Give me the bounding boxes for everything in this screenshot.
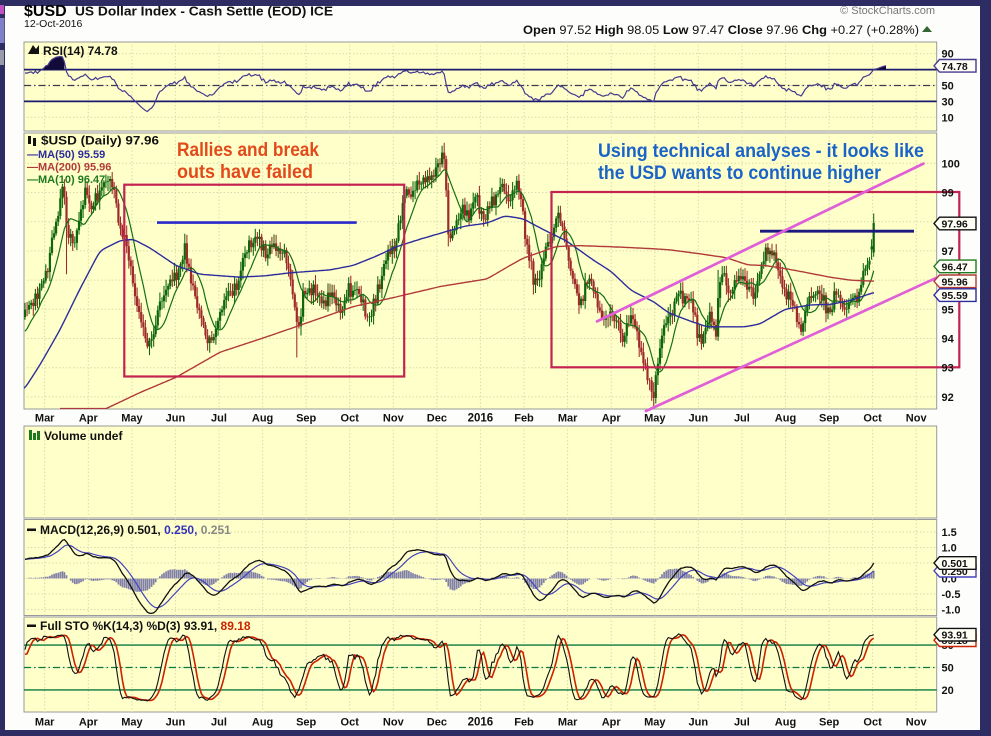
- svg-text:30: 30: [942, 96, 954, 108]
- svg-text:93.91: 93.91: [942, 630, 968, 642]
- svg-text:Jun: Jun: [166, 717, 186, 729]
- svg-text:Jul: Jul: [211, 717, 227, 729]
- svg-text:96.47: 96.47: [942, 261, 968, 273]
- svg-text:$USD (Daily) 97.96: $USD (Daily) 97.96: [41, 134, 159, 148]
- svg-text:2016: 2016: [468, 717, 494, 729]
- svg-text:-1.0: -1.0: [942, 605, 961, 617]
- svg-text:Oct: Oct: [863, 717, 882, 729]
- svg-text:Oct: Oct: [341, 717, 360, 729]
- svg-text:Aug: Aug: [775, 717, 796, 729]
- svg-text:Using technical analyses - it: Using technical analyses - it looks like: [598, 140, 924, 162]
- svg-text:Nov: Nov: [906, 717, 928, 729]
- svg-text:Nov: Nov: [906, 413, 928, 425]
- svg-text:Apr: Apr: [79, 413, 99, 425]
- svg-text:Mar: Mar: [558, 717, 578, 729]
- svg-text:Oct: Oct: [863, 413, 882, 425]
- svg-text:US Dollar Index - Cash Settle: US Dollar Index - Cash Settle (EOD) ICE: [75, 5, 333, 19]
- svg-text:1.5: 1.5: [942, 527, 957, 539]
- svg-text:outs have failed: outs have failed: [177, 161, 313, 183]
- svg-text:Open 97.52 High 98.05 Low 97.4: Open 97.52 High 98.05 Low 97.47 Close 97…: [523, 25, 919, 37]
- svg-text:Jul: Jul: [734, 717, 750, 729]
- svg-text:Sep: Sep: [819, 413, 839, 425]
- svg-text:95.59: 95.59: [942, 290, 968, 302]
- svg-text:Volume undef: Volume undef: [44, 429, 123, 443]
- svg-text:Jun: Jun: [689, 413, 709, 425]
- svg-text:97: 97: [942, 246, 954, 258]
- svg-text:50: 50: [942, 663, 954, 675]
- svg-text:Feb: Feb: [514, 413, 534, 425]
- svg-text:$USD: $USD: [24, 3, 67, 20]
- svg-text:Rallies and break: Rallies and break: [177, 139, 319, 161]
- svg-text:© StockCharts.com: © StockCharts.com: [840, 5, 935, 17]
- svg-text:Apr: Apr: [602, 717, 622, 729]
- svg-text:Nov: Nov: [383, 413, 405, 425]
- svg-text:Feb: Feb: [514, 717, 534, 729]
- svg-text:Jul: Jul: [734, 413, 750, 425]
- svg-text:Apr: Apr: [602, 413, 622, 425]
- svg-text:95.96: 95.96: [942, 276, 968, 288]
- svg-text:92: 92: [942, 392, 954, 404]
- svg-text:Aug: Aug: [252, 717, 273, 729]
- svg-text:Aug: Aug: [775, 413, 796, 425]
- svg-text:97.96: 97.96: [942, 219, 968, 231]
- svg-text:Nov: Nov: [383, 717, 405, 729]
- svg-text:—MA(200) 95.96: —MA(200) 95.96: [27, 162, 111, 174]
- svg-text:94: 94: [942, 334, 955, 346]
- svg-text:Mar: Mar: [35, 717, 55, 729]
- svg-text:-0.5: -0.5: [942, 589, 961, 601]
- svg-text:2016: 2016: [468, 413, 494, 425]
- svg-text:May: May: [121, 413, 143, 425]
- svg-text:May: May: [121, 717, 143, 729]
- svg-text:Sep: Sep: [296, 413, 316, 425]
- svg-text:—MA(10) 96.47: —MA(10) 96.47: [27, 174, 105, 186]
- svg-text:74.78: 74.78: [942, 61, 968, 73]
- svg-text:Oct: Oct: [341, 413, 360, 425]
- svg-text:May: May: [644, 717, 666, 729]
- svg-text:Full STO %K(14,3) %D(3) 93.91,: Full STO %K(14,3) %D(3) 93.91, 89.18: [40, 619, 251, 633]
- svg-text:1.0: 1.0: [942, 543, 957, 555]
- svg-text:Apr: Apr: [79, 717, 99, 729]
- svg-text:Aug: Aug: [252, 413, 273, 425]
- svg-text:93: 93: [942, 363, 954, 375]
- svg-text:Jul: Jul: [211, 413, 227, 425]
- svg-text:95: 95: [942, 304, 954, 316]
- svg-text:MACD(12,26,9) 0.501, 0.250, 0.: MACD(12,26,9) 0.501, 0.250, 0.251: [40, 523, 231, 537]
- svg-text:Sep: Sep: [819, 717, 839, 729]
- svg-text:0.501: 0.501: [942, 558, 968, 570]
- svg-text:Dec: Dec: [427, 413, 447, 425]
- svg-text:Jun: Jun: [166, 413, 186, 425]
- svg-text:—MA(50) 95.59: —MA(50) 95.59: [27, 149, 105, 161]
- svg-text:99: 99: [942, 188, 954, 200]
- svg-text:20: 20: [942, 685, 954, 697]
- svg-text:Jun: Jun: [689, 717, 709, 729]
- svg-text:Mar: Mar: [35, 413, 55, 425]
- svg-text:May: May: [644, 413, 666, 425]
- svg-text:10: 10: [942, 112, 954, 124]
- svg-text:50: 50: [942, 81, 954, 93]
- svg-text:the USD wants to continue high: the USD wants to continue higher: [598, 162, 881, 184]
- svg-text:100: 100: [942, 158, 960, 170]
- svg-text:Mar: Mar: [558, 413, 578, 425]
- svg-text:12-Oct-2016: 12-Oct-2016: [24, 18, 83, 30]
- svg-text:RSI(14) 74.78: RSI(14) 74.78: [43, 44, 118, 58]
- svg-text:Dec: Dec: [427, 717, 447, 729]
- svg-text:Sep: Sep: [296, 717, 316, 729]
- svg-text:90: 90: [942, 49, 954, 61]
